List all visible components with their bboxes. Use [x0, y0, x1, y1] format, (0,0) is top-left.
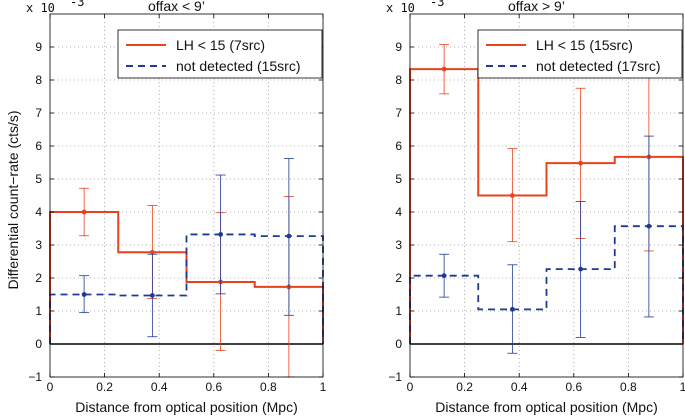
y-axis-label: Differential count−rate (cts/s)	[5, 110, 21, 289]
x-tick-label: 1	[320, 380, 327, 394]
axes-frame	[49, 13, 324, 378]
y-scale-exponent: -3	[70, 0, 84, 9]
axes-frame	[409, 13, 684, 378]
y-tick-label: 5	[395, 172, 402, 186]
y-tick-label: 2	[395, 271, 402, 285]
x-axis-label: Distance from optical position (Mpc)	[75, 399, 298, 415]
x-tick-label: 0.6	[565, 380, 582, 394]
data-point	[149, 249, 155, 255]
y-tick-label: 2	[35, 271, 42, 285]
y-tick-label: 6	[35, 139, 42, 153]
x-tick-label: 0	[407, 380, 414, 394]
y-tick-label: 8	[35, 73, 42, 87]
x-tick-label: 0.8	[260, 380, 277, 394]
y-tick-label: 0	[395, 337, 402, 351]
data-point	[81, 292, 87, 297]
x-tick-label: 0	[47, 380, 54, 394]
legend-label: LH < 15 (7src)	[176, 37, 265, 53]
panel-title: offax < 9’	[148, 0, 205, 14]
x-axis-label: Distance from optical position (Mpc)	[435, 399, 658, 415]
y-tick-label: 6	[395, 139, 402, 153]
y-tick-label: 5	[35, 172, 42, 186]
data-point	[441, 273, 447, 279]
panel-offax-lt-9: 0 0.2 0.4 0.6 0.8 1 −1 0 1 2 3 4 5 6 7 8 9 x 10 -3 offax < …	[26, 0, 327, 415]
y-tick-label: 3	[395, 238, 402, 252]
y-tick-label: −1	[388, 370, 402, 384]
y-scale-multiplier: x 10	[386, 1, 415, 15]
y-tick-label: 7	[395, 106, 402, 120]
data-point	[646, 223, 652, 229]
legend-label: LH < 15 (15src)	[536, 37, 633, 53]
data-point	[509, 306, 515, 312]
data-point	[578, 266, 584, 272]
y-tick-label: 9	[395, 40, 402, 54]
data-point	[441, 66, 447, 72]
legend-box	[117, 29, 323, 79]
y-tick-label: 3	[35, 238, 42, 252]
panel-offax-gt-9: 0 0.2 0.4 0.6 0.8 1 −1 0 1 2 3 4 5 6 7 8 9 x 10 -3 offax > …	[386, 0, 685, 415]
y-tick-label: 4	[35, 205, 42, 219]
y-tick-label: 1	[395, 304, 402, 318]
x-tick-label: 0.2	[96, 380, 113, 394]
y-tick-label: 1	[35, 304, 42, 318]
data-point	[149, 293, 155, 298]
y-tick-label: 8	[395, 73, 402, 87]
data-point	[509, 193, 515, 198]
x-tick-label: 0.6	[205, 380, 222, 394]
y-tick-label: 7	[35, 106, 42, 120]
data-point	[286, 233, 292, 239]
x-tick-label: 1	[680, 380, 685, 394]
x-tick-label: 0.4	[511, 380, 528, 394]
y-tick-label: 0	[35, 337, 42, 351]
data-point	[578, 160, 584, 166]
legend-label: not detected (17src)	[536, 58, 661, 74]
x-tick-label: 0.8	[620, 380, 637, 394]
legend-label: not detected (15src)	[176, 58, 301, 74]
y-scale-multiplier: x 10	[26, 1, 55, 15]
panel-title: offax > 9’	[508, 0, 565, 14]
legend-box	[477, 29, 683, 79]
y-scale-exponent: -3	[430, 0, 444, 9]
x-tick-label: 0.4	[151, 380, 168, 394]
y-tick-label: −1	[28, 370, 42, 384]
y-tick-label: 4	[395, 205, 402, 219]
x-tick-label: 0.2	[456, 380, 473, 394]
data-point	[218, 232, 224, 237]
y-tick-label: 9	[35, 40, 42, 54]
data-point	[81, 209, 87, 215]
